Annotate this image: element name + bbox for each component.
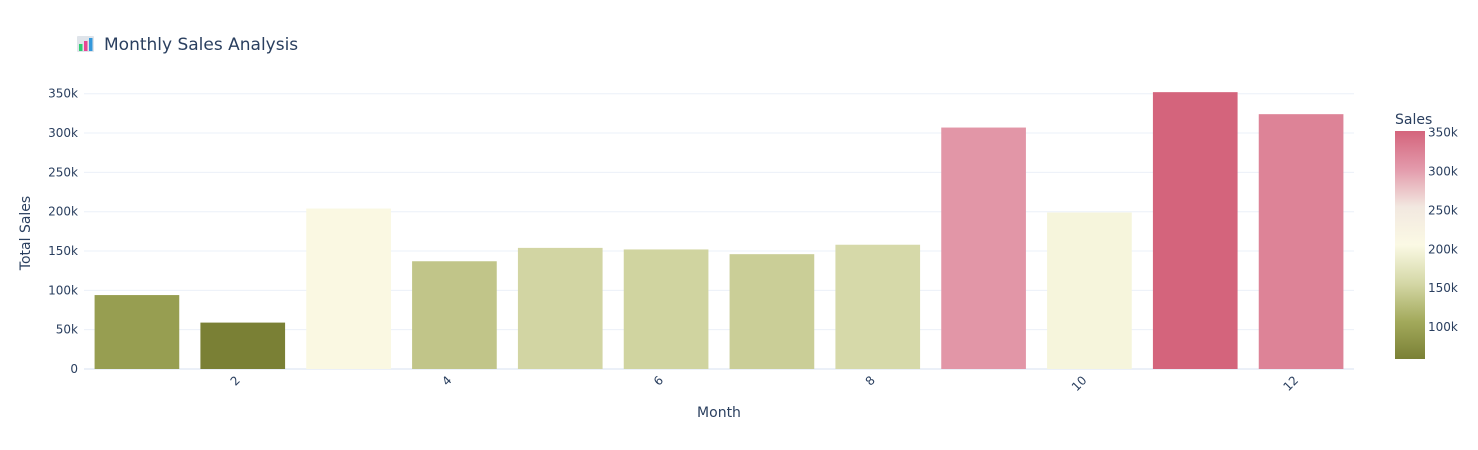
chart-title-text: Monthly Sales Analysis (104, 35, 298, 55)
colorbar-title: Sales (1395, 112, 1432, 128)
colorbar-tick-label: 100k (1428, 320, 1458, 334)
bar-month-4 (412, 261, 497, 369)
chart-title: Monthly Sales Analysis (77, 35, 298, 55)
y-tick-label: 150k (48, 244, 78, 258)
bar-month-1 (94, 295, 180, 369)
bar-month-7 (729, 254, 815, 369)
y-tick-label: 50k (56, 323, 78, 337)
bar-month-3 (306, 208, 391, 369)
bars (94, 92, 1344, 370)
colorbar-tick-label: 300k (1428, 164, 1458, 178)
bar-month-10 (1047, 212, 1132, 369)
y-tick-label: 300k (48, 126, 78, 140)
colorbar-tick-label: 200k (1428, 242, 1458, 256)
x-axis-title: Month (697, 405, 741, 421)
y-tick-label: 250k (48, 165, 78, 179)
x-tick-label: 8 (863, 373, 878, 388)
colorbar-tick-label: 250k (1428, 203, 1458, 217)
bar-month-5 (517, 247, 603, 369)
bar-month-6 (623, 249, 709, 369)
gridlines (84, 93, 1354, 370)
x-tick-label: 12 (1280, 373, 1301, 394)
colorbar-tick-label: 150k (1428, 281, 1458, 295)
y-tick-label: 350k (48, 87, 78, 101)
bar-month-8 (835, 244, 921, 369)
bar-chart-icon (77, 36, 94, 52)
x-tick-label: 6 (651, 373, 666, 388)
colorbar: Sales 100k 150k 200k 250k 300k 350k (1395, 112, 1458, 359)
x-axis-ticks: 2 4 6 8 10 12 (228, 373, 1302, 394)
colorbar-tick-label: 350k (1428, 126, 1458, 140)
bar-month-9 (941, 127, 1026, 369)
bar-month-11 (1152, 92, 1238, 370)
colorbar-gradient (1395, 131, 1425, 359)
bar-month-12 (1258, 114, 1344, 369)
y-tick-label: 100k (48, 283, 78, 297)
y-axis-title: Total Sales (18, 196, 34, 271)
y-tick-label: 200k (48, 205, 78, 219)
y-tick-label: 0 (70, 362, 78, 376)
colorbar-ticks: 100k 150k 200k 250k 300k 350k (1428, 126, 1458, 335)
bar-month-2 (200, 322, 286, 369)
x-tick-label: 10 (1069, 373, 1090, 394)
x-tick-label: 2 (228, 373, 243, 388)
x-tick-label: 4 (439, 373, 454, 388)
y-axis-ticks: 0 50k 100k 150k 200k 250k 300k 350k (48, 87, 78, 376)
